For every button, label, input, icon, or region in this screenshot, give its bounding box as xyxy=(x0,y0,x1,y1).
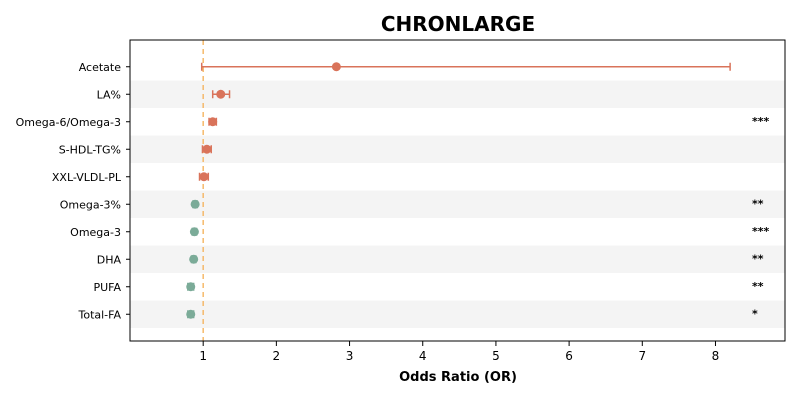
significance-marker: ** xyxy=(752,252,764,265)
x-tick-label: 4 xyxy=(419,349,427,363)
x-tick-label: 1 xyxy=(199,349,207,363)
or-point xyxy=(199,172,209,182)
y-tick-label: PUFA xyxy=(93,281,121,294)
significance-marker: *** xyxy=(752,225,770,238)
or-point xyxy=(190,199,200,209)
y-tick-label: S-HDL-TG% xyxy=(59,143,121,156)
significance-marker: ** xyxy=(752,280,764,293)
chart-title: CHRONLARGE xyxy=(381,12,535,36)
significance-marker: *** xyxy=(752,115,770,128)
row-stripe xyxy=(130,135,785,163)
y-axis: Acetate LA% Omega-6/Omega-3 S-HDL-TG% XXL-VL… xyxy=(16,61,130,321)
y-tick-label: Omega-3% xyxy=(60,198,121,211)
significance-markers: ************* xyxy=(752,115,770,321)
significance-marker: * xyxy=(752,307,758,320)
or-point xyxy=(208,117,218,127)
x-axis: 1 2 3 4 5 6 7 8 xyxy=(199,341,719,363)
plot-frame xyxy=(129,39,786,342)
x-tick-label: 7 xyxy=(638,349,646,363)
row-stripes xyxy=(130,80,785,328)
y-tick-label: Omega-3 xyxy=(70,226,121,239)
or-point xyxy=(216,89,226,99)
estimates xyxy=(186,62,731,319)
or-point xyxy=(189,227,199,237)
row-stripe xyxy=(130,190,785,218)
y-tick-label: XXL-VLDL-PL xyxy=(52,171,122,184)
row-stripe xyxy=(130,80,785,108)
x-tick-label: 2 xyxy=(273,349,281,363)
y-tick-label: Acetate xyxy=(79,61,122,74)
y-tick-label: Omega-6/Omega-3 xyxy=(16,116,121,129)
y-tick-label: DHA xyxy=(97,253,122,266)
x-tick-label: 8 xyxy=(712,349,720,363)
y-tick-label: LA% xyxy=(97,88,121,101)
x-tick-label: 5 xyxy=(492,349,500,363)
x-tick-label: 3 xyxy=(346,349,354,363)
y-tick-label: Total-FA xyxy=(77,308,121,321)
significance-marker: ** xyxy=(752,197,764,210)
x-tick-label: 6 xyxy=(565,349,573,363)
row-stripe xyxy=(130,300,785,328)
or-point xyxy=(186,282,196,292)
or-point xyxy=(186,309,196,319)
x-axis-label: Odds Ratio (OR) xyxy=(399,370,517,385)
or-point xyxy=(202,144,212,154)
or-point xyxy=(331,62,341,72)
row-stripe xyxy=(130,245,785,273)
or-point xyxy=(189,254,199,264)
